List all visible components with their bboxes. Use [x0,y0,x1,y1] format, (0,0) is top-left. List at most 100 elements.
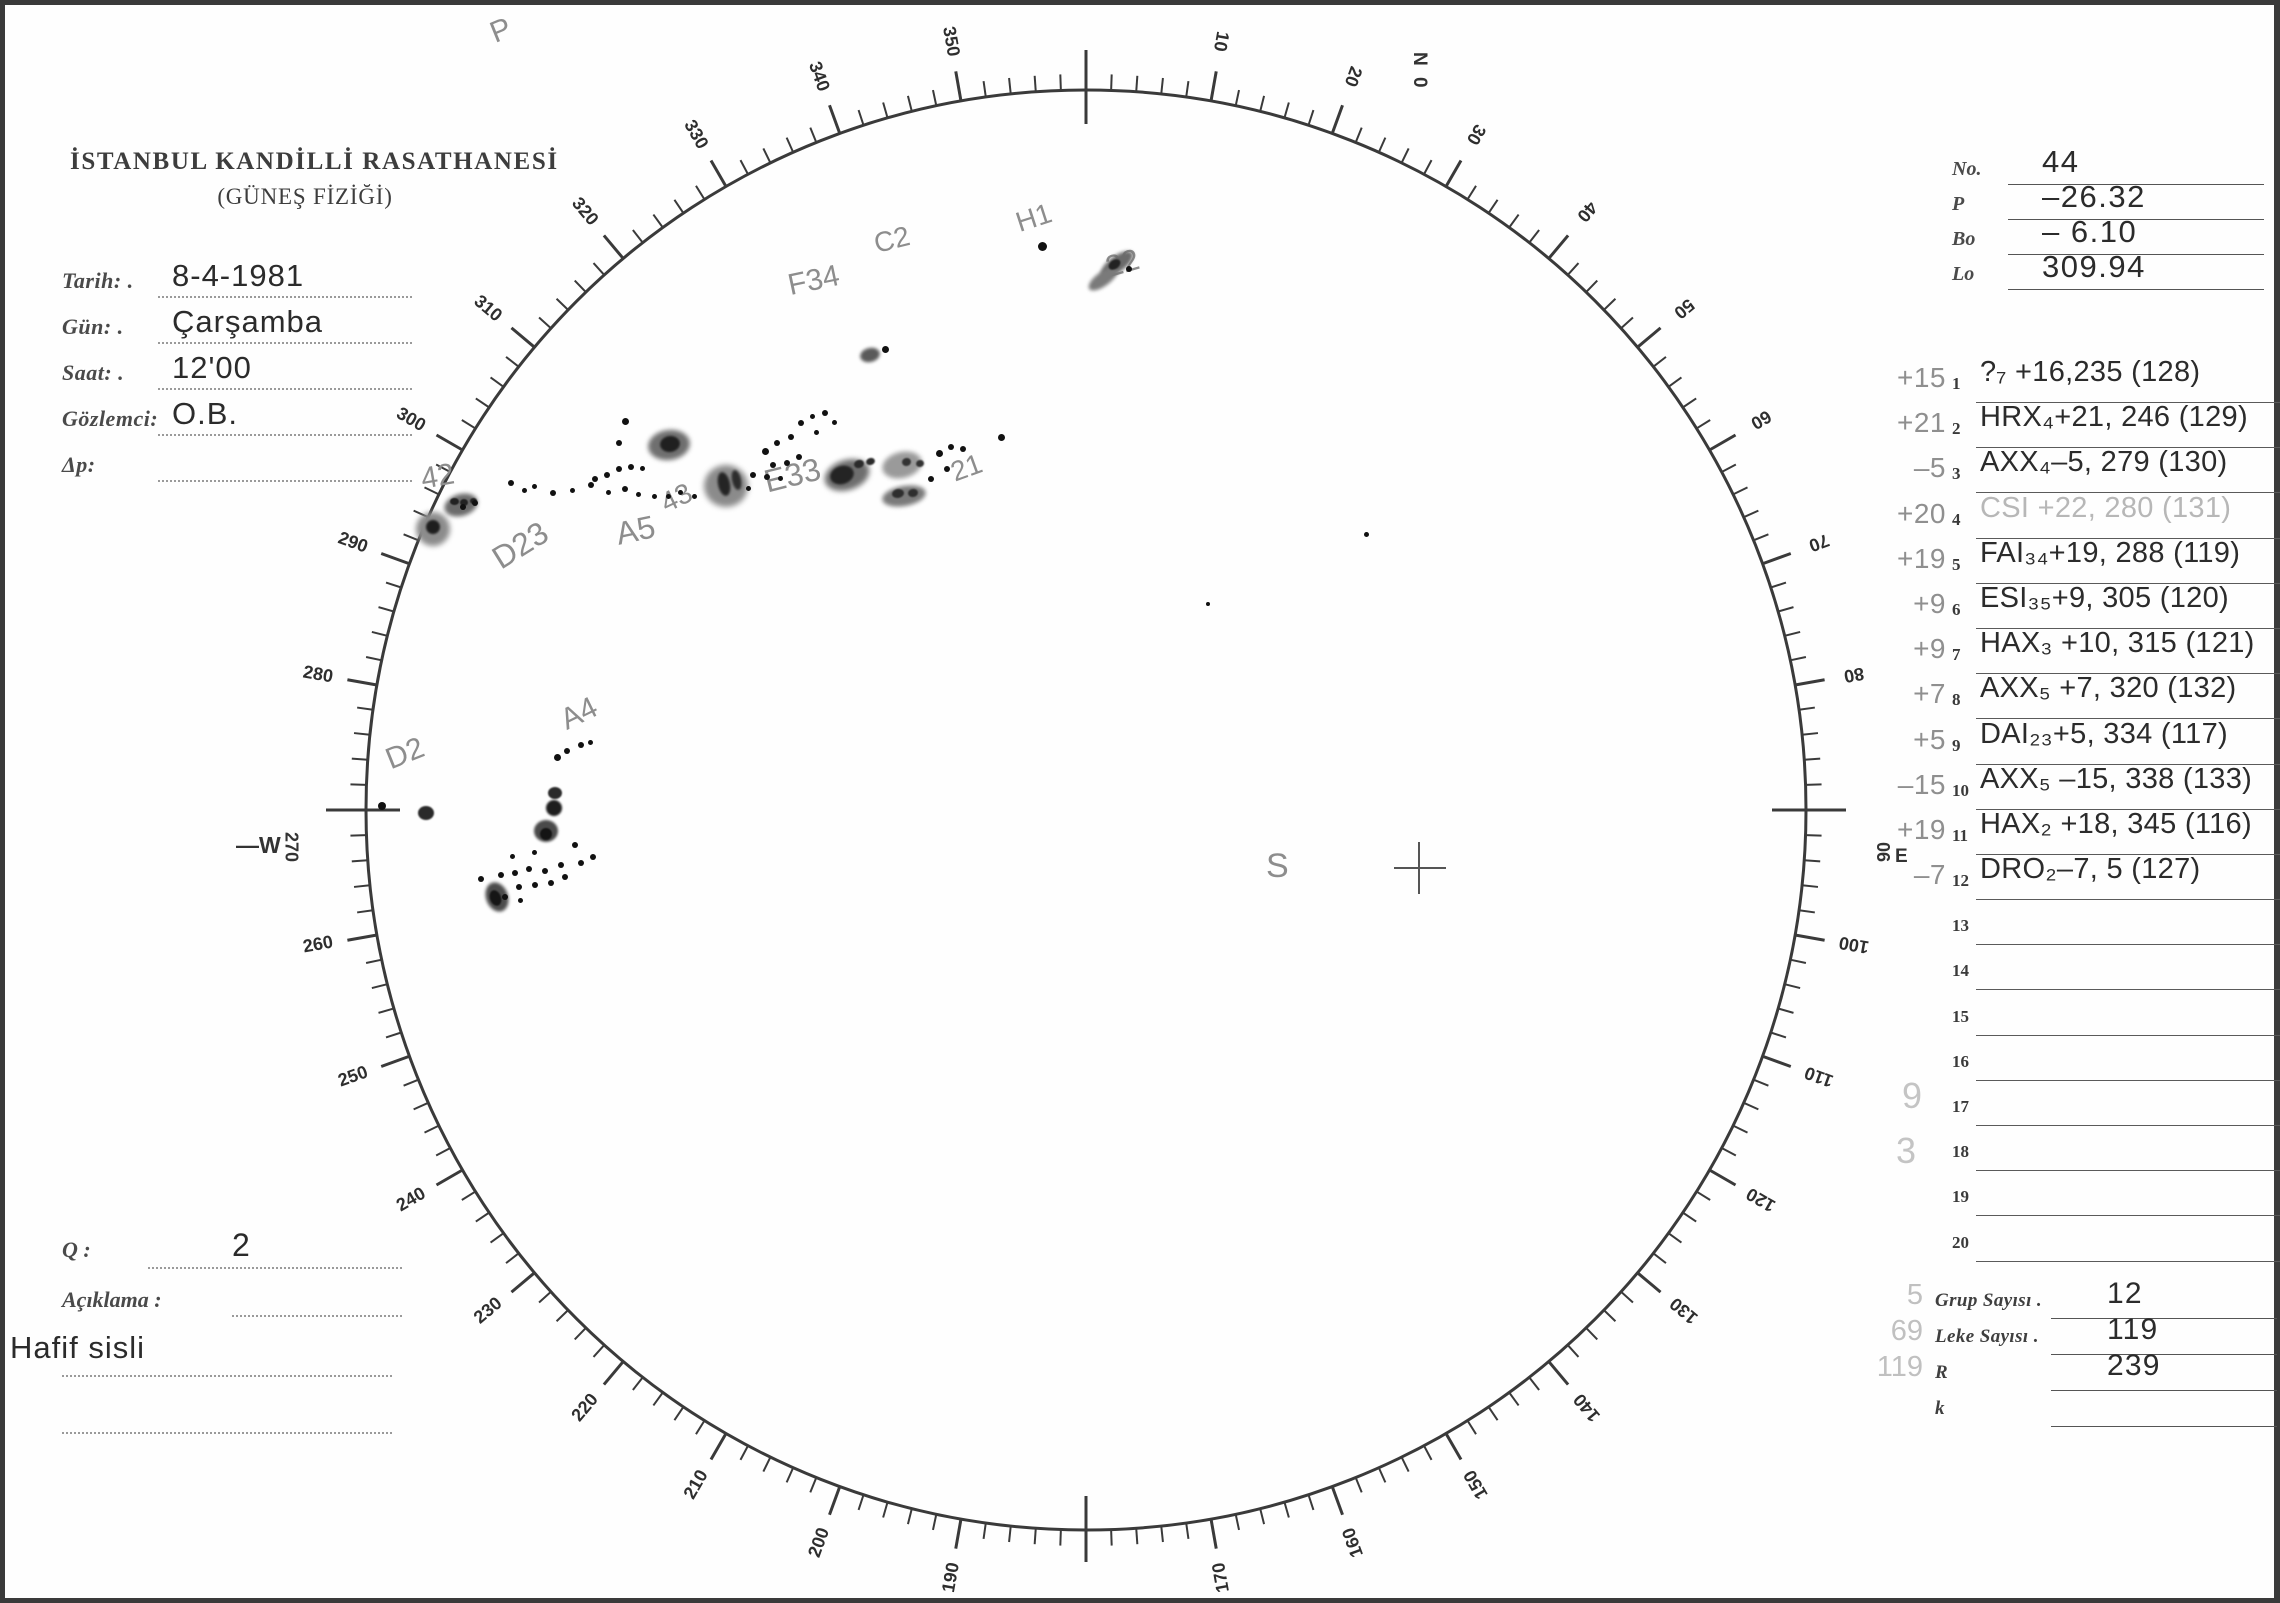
group-list-row[interactable]: 20 [1880,1219,2280,1264]
summary-pencil-note: 69 [1890,1315,1923,1347]
group-entry-text: HAX₂ +18, 345 (116) [1980,807,2252,840]
group-latitude: +15 [1897,362,1946,393]
sunspot [762,448,769,455]
sunspot [944,466,950,472]
sunspot [622,486,628,492]
group-index: 7 [1952,645,1961,665]
sunspot [526,866,532,872]
field-value: Çarşamba [172,304,323,339]
group-list-row[interactable]: 15 [1880,993,2280,1038]
group-index: 1 [1952,374,1961,393]
group-index: 16 [1952,1051,1969,1071]
remark-value: Hafif sisli [10,1330,146,1365]
group-list-row[interactable]: 18 [1880,1128,2280,1173]
page-border-bottom [0,1598,2280,1603]
group-rule [1976,763,2280,765]
group-rule [1976,537,2280,539]
group-list-row[interactable]: –15 10 AXX₅ –15, 338 (133) [1880,763,2280,812]
disk-center-crosshair-horizontal [1394,867,1446,869]
sunspot [628,464,634,470]
group-rule [1976,402,2280,403]
summary-leke-sayisi[interactable]: 69 Leke Sayısı . 119 [1891,1313,2277,1357]
group-entry-text: HRX₄+21, 246 (129) [1980,401,2248,434]
group-index: 2 [1952,419,1961,439]
field-quality[interactable]: Q : 2 [62,1227,402,1283]
sunspot [510,854,515,859]
group-list-row[interactable]: –5 3 AXX₄–5, 279 (130) [1880,446,2280,495]
field-dotted-rule [158,342,412,344]
sunspot [1364,532,1369,537]
group-list-row[interactable]: +19 11 HAX₂ +18, 345 (116) [1880,808,2280,857]
param-p[interactable]: P –26.32 [1952,179,2264,222]
group-rule [1976,808,2280,810]
sunspot [652,494,657,499]
field-delta-p[interactable]: Δp: [62,446,412,492]
group-rule [1976,1215,2280,1217]
group-entry-text: AXX₄–5, 279 (130) [1980,446,2228,479]
param-key: Lo [1952,263,1975,285]
sunspot [784,460,790,466]
group-list-row[interactable]: 13 [1880,902,2280,947]
sunspot [616,440,622,446]
group-list-row[interactable]: 19 [1880,1173,2280,1218]
sunspot [478,876,484,882]
group-list-row[interactable]: +9 6 ESI₃₅+9, 305 (120) [1880,582,2280,631]
group-list-row[interactable]: 17 [1880,1083,2280,1128]
field-remark[interactable]: Açıklama : [62,1283,402,1327]
field-gun[interactable]: Gün: . Çarşamba [62,304,412,354]
sunspot [948,444,954,450]
summary-r[interactable]: 119 R 239 [1877,1349,2277,1393]
group-list-row[interactable]: +15 1 ?₇ +16,235 (128) [1880,356,2280,405]
summary-grup-sayisi[interactable]: 5 Grup Sayısı . 12 [1907,1277,2277,1321]
param-value: –26.32 [2042,179,2146,214]
summary-value: 12 [2107,1277,2143,1310]
group-list-row[interactable]: +20 4 CSI +22, 280 (131) [1880,492,2280,541]
group-list-row[interactable]: –7 12 DRO₂–7, 5 (127) [1880,853,2280,902]
field-dotted-rule [148,1267,402,1269]
group-list-row[interactable]: +21 2 HRX₄+21, 246 (129) [1880,401,2280,450]
west-degree: 270 [281,832,302,863]
group-entry-text: FAI₃₄+19, 288 (119) [1980,536,2241,569]
group-entry-text: ESI₃₅+9, 305 (120) [1980,581,2229,614]
group-list-row[interactable]: 14 [1880,947,2280,992]
param-bo[interactable]: Bo – 6.10 [1952,214,2264,257]
field-gozlemci[interactable]: Gözlemci: O.B. [62,396,412,446]
sunspot [532,484,537,489]
param-lo[interactable]: Lo 309.94 [1952,249,2264,292]
sunspot [692,494,697,499]
disk-svg [326,50,1846,1562]
group-list-row[interactable]: +9 7 HAX₃ +10, 315 (121) [1880,627,2280,676]
group-list-row[interactable]: +7 8 AXX₅ +7, 320 (132) [1880,672,2280,721]
field-dotted-rule [232,1315,402,1317]
group-list-row[interactable]: 16 [1880,1038,2280,1083]
param-no[interactable]: No. 44 [1952,144,2264,187]
summary-k[interactable]: k [1935,1393,2277,1429]
field-dotted-rule [158,296,412,298]
group-entry-text: AXX₅ –15, 338 (133) [1980,762,2253,795]
group-list-row[interactable]: +19 5 FAI₃₄+19, 288 (119) [1880,537,2280,586]
summary-rule [2051,1426,2277,1427]
field-saat[interactable]: Saat: . 12'00 [62,350,412,400]
group-rule [1976,1260,2280,1262]
summary-pencil-note: 119 [1876,1351,1923,1383]
sunspot [460,499,468,506]
group-latitude: –7 [1913,859,1946,891]
sunspot [378,802,386,810]
sunspot [810,414,815,419]
pencil-note: 9 [1902,1075,1923,1116]
group-index: 13 [1952,916,1969,936]
sunspot [1206,602,1210,606]
group-index: 18 [1952,1142,1969,1162]
page-border-right [2274,0,2280,1603]
group-index: 3 [1952,464,1961,484]
param-key: P [1952,193,1965,215]
field-tarih[interactable]: Tarih: . 8-4-1981 [62,258,412,308]
field-value: 8-4-1981 [172,258,305,293]
group-list-row[interactable]: +5 9 DAI₂₃+5, 334 (117) [1880,718,2280,767]
page-border-top [0,0,2280,5]
group-entry-text: HAX₃ +10, 315 (121) [1980,627,2255,660]
sunspot [512,870,518,876]
param-rule [2008,289,2264,290]
param-rule [2008,184,2264,185]
